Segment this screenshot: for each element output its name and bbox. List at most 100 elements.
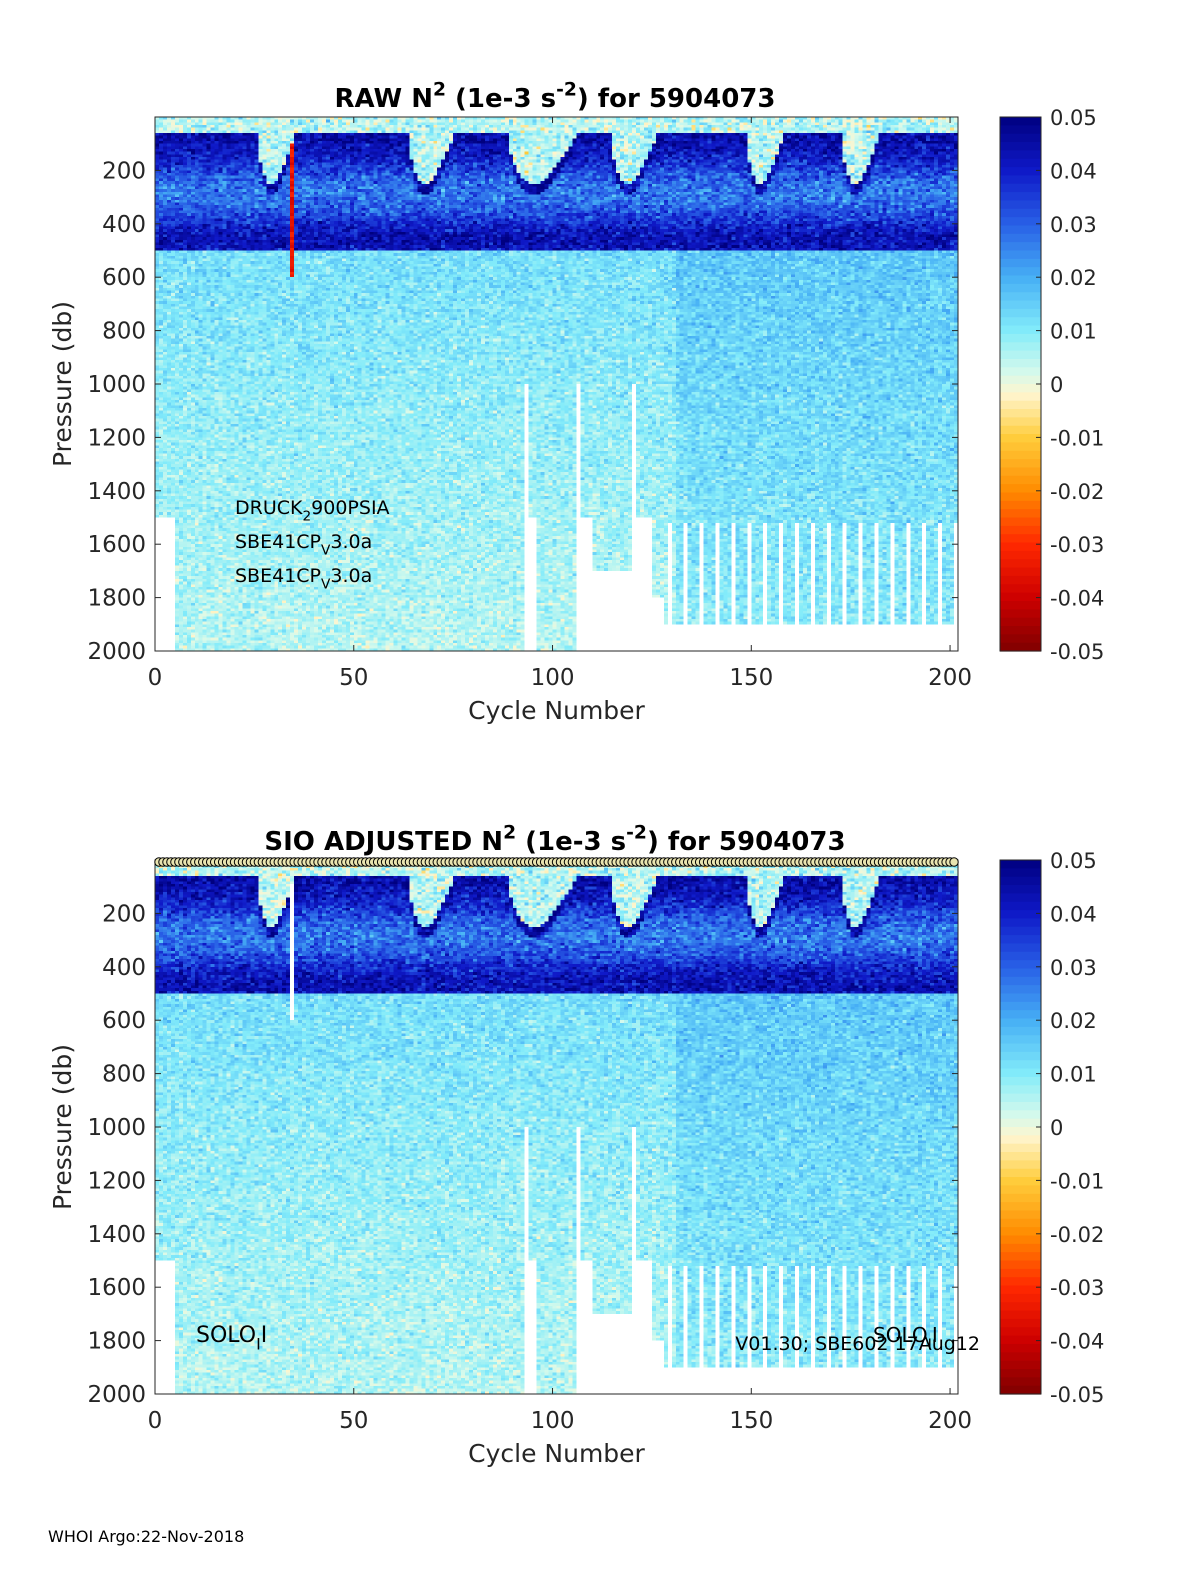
colorbar-tick-label: -0.05 <box>1050 1383 1104 1407</box>
x-tick-label: 100 <box>531 665 575 691</box>
colorbar-swatch <box>1000 985 1041 995</box>
colorbar-swatch <box>1000 960 1041 970</box>
colorbar-tick-label: -0.01 <box>1050 426 1104 450</box>
colorbar-swatch <box>1000 901 1041 911</box>
y-tick-label: 2000 <box>87 639 146 665</box>
colorbar-swatch <box>1000 175 1041 185</box>
y-tick-label: 600 <box>102 265 146 291</box>
colorbar-swatch <box>1000 417 1041 427</box>
colorbar-swatch <box>1000 459 1041 469</box>
colorbar-swatch <box>1000 1110 1041 1120</box>
x-tick-label: 0 <box>148 665 163 691</box>
colorbar-swatch <box>1000 1076 1041 1086</box>
colorbar-swatch <box>1000 300 1041 310</box>
colorbar-tick-label: 0.03 <box>1050 213 1097 237</box>
colorbar-swatch <box>1000 1360 1041 1370</box>
colorbar-swatch <box>1000 1177 1041 1187</box>
colorbar-swatch <box>1000 1343 1041 1353</box>
x-tick-label: 50 <box>339 665 368 691</box>
firmware-annotation: V01.30; SBE602 17Aug12 <box>735 1333 980 1355</box>
colorbar-swatch <box>1000 575 1041 585</box>
colorbar-tick-label: -0.04 <box>1050 1330 1104 1354</box>
colorbar-swatch <box>1000 1068 1041 1078</box>
colorbar-swatch <box>1000 242 1041 252</box>
y-tick-label: 800 <box>102 1062 146 1088</box>
colorbar-swatch <box>1000 926 1041 936</box>
colorbar-swatch <box>1000 392 1041 402</box>
colorbar-swatch <box>1000 1026 1041 1036</box>
y-tick-label: 1000 <box>87 372 146 398</box>
colorbar-swatch <box>1000 333 1041 343</box>
colorbar-swatch <box>1000 517 1041 527</box>
colorbar-swatch <box>1000 158 1041 168</box>
colorbar-swatch <box>1000 1210 1041 1220</box>
colorbar-swatch <box>1000 525 1041 535</box>
y-tick-label: 1600 <box>87 1275 146 1301</box>
colorbar-swatch <box>1000 350 1041 360</box>
y-tick-label: 1400 <box>87 1222 146 1248</box>
colorbar-swatch <box>1000 467 1041 477</box>
colorbar-tick-label: 0 <box>1050 1116 1063 1140</box>
colorbar-tick-label: 0.01 <box>1050 320 1097 344</box>
colorbar-swatch <box>1000 384 1041 393</box>
colorbar-swatch <box>1000 275 1041 285</box>
colorbar-tick-label: -0.01 <box>1050 1169 1104 1193</box>
colorbar-swatch <box>1000 1085 1041 1095</box>
colorbar-swatch <box>1000 142 1041 151</box>
colorbar-swatch <box>1000 375 1041 385</box>
colorbar-tick-label: 0.04 <box>1050 902 1097 926</box>
colorbar-swatch <box>1000 400 1041 410</box>
colorbar-swatch <box>1000 183 1041 193</box>
colorbar-swatch <box>1000 976 1041 986</box>
y-tick-label: 200 <box>102 901 146 927</box>
y-axis-label: Pressure (db) <box>48 301 77 467</box>
x-tick-label: 100 <box>531 1408 575 1434</box>
colorbar-swatch <box>1000 500 1041 510</box>
colorbar-swatch <box>1000 1377 1041 1387</box>
colorbar-tick-label: -0.05 <box>1050 640 1104 664</box>
colorbar-swatch <box>1000 634 1041 644</box>
x-tick-label: 150 <box>729 665 773 691</box>
x-tick-label: 200 <box>928 1408 972 1434</box>
colorbar-swatch <box>1000 125 1041 135</box>
colorbar-swatch <box>1000 1010 1041 1020</box>
colorbar-swatch <box>1000 475 1041 485</box>
footer-credit: WHOI Argo:22-Nov-2018 <box>48 1527 245 1546</box>
colorbar-swatch <box>1000 367 1041 377</box>
colorbar-swatch <box>1000 534 1041 544</box>
colorbar-swatch <box>1000 592 1041 602</box>
colorbar-swatch <box>1000 1277 1041 1287</box>
chart-title: RAW N2 (1e-3 s-2) for 5904073 <box>335 79 776 114</box>
colorbar-swatch <box>1000 1227 1041 1237</box>
colorbar-swatch <box>1000 1135 1041 1145</box>
y-tick-label: 1400 <box>87 479 146 505</box>
y-tick-label: 400 <box>102 212 146 238</box>
y-tick-label: 1600 <box>87 532 146 558</box>
colorbar-swatch <box>1000 868 1041 878</box>
colorbar-swatch <box>1000 550 1041 560</box>
colorbar-swatch <box>1000 192 1041 202</box>
colorbar-swatch <box>1000 425 1041 435</box>
colorbar-swatch <box>1000 1310 1041 1320</box>
x-tick-label: 0 <box>148 1408 163 1434</box>
colorbar-tick-label: -0.04 <box>1050 587 1104 611</box>
colorbar-swatch <box>1000 1168 1041 1178</box>
colorbar-swatch <box>1000 409 1041 418</box>
x-axis-label: Cycle Number <box>468 696 645 725</box>
y-tick-label: 400 <box>102 955 146 981</box>
colorbar-swatch <box>1000 1185 1041 1195</box>
colorbar-swatch <box>1000 885 1041 894</box>
y-tick-label: 1200 <box>87 1168 146 1194</box>
colorbar-swatch <box>1000 1160 1041 1170</box>
colorbar-swatch <box>1000 893 1041 903</box>
y-tick-label: 2000 <box>87 1382 146 1408</box>
sensor-label: SBE41CPV3.0a <box>235 565 372 593</box>
colorbar-swatch <box>1000 1035 1041 1045</box>
colorbar-swatch <box>1000 1051 1041 1061</box>
sensor-label: SBE41CPV3.0a <box>235 531 372 559</box>
colorbar-swatch <box>1000 584 1041 594</box>
colorbar-swatch <box>1000 450 1041 460</box>
